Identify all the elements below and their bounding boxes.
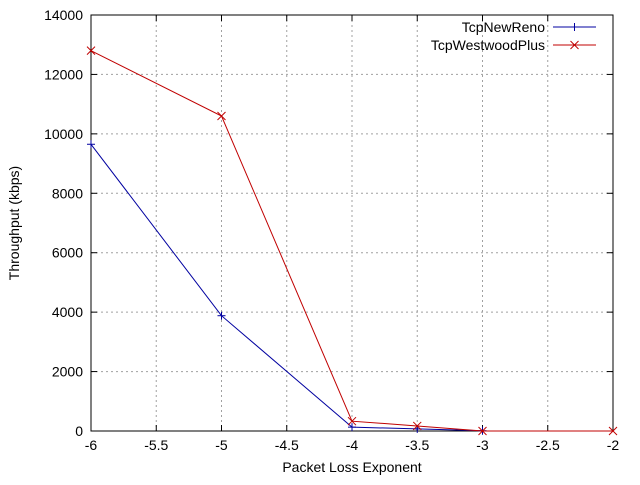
legend-marker [570,40,579,50]
legend-item: TcpWestwoodPlus [431,37,596,53]
series-tcpwestwoodplus [86,46,618,436]
x-tick-label: -2.5 [536,437,560,453]
y-tick-label: 4000 [52,304,83,320]
x-axis-label: Packet Loss Exponent [282,459,421,475]
data-point [608,426,618,436]
x-tick-label: -5.5 [144,437,168,453]
data-point [217,111,226,121]
y-tick-label: 12000 [44,66,83,82]
y-tick-label: 2000 [52,364,83,380]
plot-frame [90,14,614,432]
x-tick-label: -3.5 [405,437,429,453]
x-tick-label: -4.5 [275,437,299,453]
y-tick-label: 10000 [44,126,83,142]
x-tick-label: -3 [476,437,489,453]
series-line [90,143,483,432]
data-point [412,421,422,431]
data-point [217,311,226,320]
y-tick-label: 8000 [52,185,83,201]
x-tick-label: -2 [607,437,620,453]
legend-label: TcpNewReno [462,19,545,35]
data-point [86,46,96,56]
y-tick-label: 14000 [44,7,83,23]
data-point [87,140,95,149]
y-tick-label: 0 [75,423,83,439]
data-point [478,426,487,436]
tick-layer: -6 -5.5 -5 -4.5 -4 -3.5 -3 -2.5 -2 0 2000 4000 6000 8… [44,7,619,453]
grid-layer [91,15,613,431]
data-point [348,423,356,432]
y-tick-label: 6000 [52,245,83,261]
legend-marker [570,23,579,31]
x-tick-label: -6 [85,437,98,453]
series-line [90,50,613,432]
x-tick-label: -5 [215,437,228,453]
x-tick-label: -4 [346,437,359,453]
legend-item: TcpNewReno [462,19,596,35]
y-axis-label: Throughput (kbps) [6,166,22,280]
legend-label: TcpWestwoodPlus [431,37,545,53]
legend: TcpNewReno TcpWestwoodPlus [431,19,596,53]
data-point [347,416,357,426]
series-layer [86,46,618,436]
